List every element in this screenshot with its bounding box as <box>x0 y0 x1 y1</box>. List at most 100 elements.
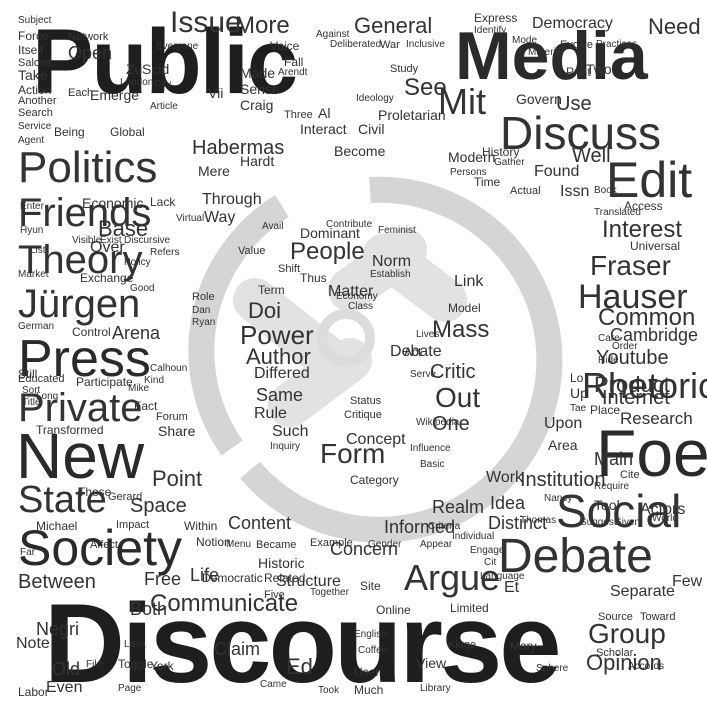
word-toward: Toward <box>640 611 676 623</box>
word-establish: Establish <box>370 269 411 280</box>
word-argue: Argue <box>404 557 501 598</box>
word-opinion: Opinion <box>586 650 662 675</box>
word-found: Found <box>534 163 580 180</box>
word-mary: Mary <box>510 639 537 653</box>
word-policy: Policy <box>124 257 151 268</box>
word-between: Between <box>18 571 96 593</box>
word-gender: Gender <box>368 539 402 550</box>
word-mike: Mike <box>128 383 150 394</box>
word-economic: Economic <box>82 195 144 211</box>
word-site: Site <box>360 579 381 593</box>
word-view: View <box>416 655 447 671</box>
word-force: Force <box>18 29 49 43</box>
word-virtual: Virtual <box>176 213 205 224</box>
word-way: Way <box>204 209 236 226</box>
word-differed: Differed <box>254 365 310 382</box>
word-al: Al <box>318 105 331 121</box>
word-interest: Interest <box>602 216 683 243</box>
word-separate: Separate <box>610 583 675 600</box>
word-influence: Influence <box>410 443 451 454</box>
word-discursive: Discursive <box>124 235 171 246</box>
word-related: Related <box>264 571 306 585</box>
word-london: London <box>120 77 154 88</box>
word-title: Title <box>22 397 41 408</box>
word-social: Social <box>556 485 682 537</box>
word-limited: Limited <box>450 601 489 615</box>
word-became: Became <box>256 539 297 551</box>
word-gather: Gather <box>494 157 525 168</box>
word-communicate: Communicate <box>150 590 299 617</box>
word-practices: Practices <box>596 39 638 50</box>
word-discourse: Discourse <box>44 581 562 706</box>
word-hyun: Hyun <box>20 225 44 236</box>
word-rule: Rule <box>254 405 287 422</box>
word-service: Service <box>18 121 52 132</box>
word-lava: Lava <box>124 639 146 650</box>
word-far: Far <box>20 547 35 558</box>
word-avail: Avail <box>262 221 284 232</box>
word-rhetoric: Rhetoric <box>582 365 707 406</box>
word-mit: Mit <box>438 81 486 122</box>
word-same: Same <box>256 385 304 405</box>
word-new: New <box>16 420 145 492</box>
word-arena: Arena <box>112 323 161 343</box>
word-express: Express <box>474 11 518 25</box>
word-impact: Impact <box>116 519 150 531</box>
word-lives: Lives <box>416 329 440 340</box>
word-well: Well <box>572 145 611 167</box>
word-long: Long <box>36 391 59 402</box>
word-cit: Cit <box>484 557 497 568</box>
word-general: General <box>354 13 433 38</box>
word-matter: Matter <box>328 283 374 300</box>
word-democratic: Democratic <box>202 571 263 585</box>
word-those: Those <box>78 485 112 499</box>
word-tool: Tool <box>594 497 620 513</box>
word-private: Private <box>18 386 143 430</box>
word-against: Against <box>316 29 350 40</box>
word-space: Space <box>130 495 187 517</box>
word-salons: Salons <box>18 57 52 69</box>
word-labor: Labor <box>18 685 49 699</box>
word-work: Work <box>486 469 524 486</box>
word-english: English <box>354 629 387 640</box>
word-each: Each <box>68 87 94 99</box>
word-wikipedia: Wikipedia <box>416 417 460 428</box>
word-time: Time <box>474 175 501 189</box>
word-exchange: Exchange <box>80 271 134 285</box>
word-action: Action <box>18 83 52 97</box>
word-upon: Upon <box>544 415 583 432</box>
word-civil: Civil <box>358 121 385 137</box>
word-ed: Ed <box>286 654 313 679</box>
word-few: Few <box>672 573 703 590</box>
word-evolve: Evolve <box>560 39 594 51</box>
word-state: State <box>18 479 107 521</box>
word-cambridge: Cambridge <box>610 325 699 345</box>
word-emerge: Emerge <box>90 87 140 103</box>
word-politics: Politics <box>18 143 158 192</box>
word-ryan: Ryan <box>192 317 216 328</box>
word-idea: Idea <box>490 493 526 513</box>
word-historic: Historic <box>258 555 305 571</box>
word-life: Life <box>190 565 220 585</box>
word-content: Content <box>228 513 292 533</box>
word-scholar: Scholar <box>596 647 634 659</box>
word-page: Page <box>118 683 142 694</box>
word-still: Still <box>18 367 38 381</box>
word-class: Class <box>348 301 374 312</box>
word-visible: Visible <box>72 235 102 246</box>
word-appear: Appear <box>420 539 453 550</box>
word-edit: Edit <box>606 152 693 208</box>
word-term: Term <box>258 283 285 297</box>
word-foe: Foe <box>596 416 707 490</box>
word-open: Open <box>68 43 113 63</box>
word-refers: Refers <box>150 247 180 258</box>
word-role: Role <box>192 291 215 303</box>
word-interact: Interact <box>300 121 347 137</box>
word-notion: Notion <box>196 535 231 549</box>
word-issue: Issue <box>170 6 242 39</box>
word-material: Material <box>528 47 564 58</box>
word-act: Act <box>404 345 422 359</box>
word-thomas: Thomas <box>520 515 557 526</box>
word-hauser: Hauser <box>578 278 688 316</box>
word-et: Et <box>504 579 520 596</box>
